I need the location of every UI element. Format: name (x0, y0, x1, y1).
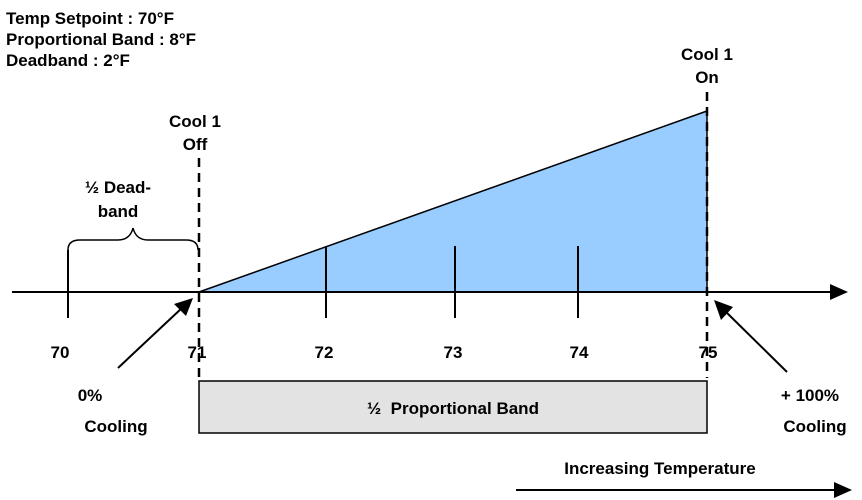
increasing-temperature-arrowhead (834, 482, 852, 498)
full-cooling-label-line1: + 100% (781, 386, 839, 405)
full-cooling-arrow (723, 309, 788, 373)
tick-label-74: 74 (570, 343, 589, 362)
cool-off-label-line1: Cool 1 (169, 112, 221, 131)
cool-on-label-line1: Cool 1 (681, 45, 733, 64)
zero-cooling-label-line1: 0% (78, 386, 103, 405)
tick-label-75: 75 (699, 343, 718, 362)
deadband-label: Deadband : 2°F (6, 51, 130, 70)
proportional-band-label: Proportional Band : 8°F (6, 30, 197, 49)
half-deadband-label-line1: ½ Dead- (85, 178, 151, 197)
cool-off-label-line2: Off (183, 135, 208, 154)
zero-cooling-arrow (117, 306, 184, 369)
temperature-axis-arrowhead (830, 284, 848, 300)
tick-label-73: 73 (444, 343, 463, 362)
tick-label-70: 70 (51, 343, 70, 362)
parameter-list: Temp Setpoint : 70°F Proportional Band :… (6, 8, 196, 71)
half-deadband-label-line2: band (98, 202, 139, 221)
increasing-temperature-label: Increasing Temperature (564, 459, 755, 478)
proportional-band-box (198, 380, 708, 434)
zero-cooling-arrowhead (174, 298, 193, 316)
tick-label-72: 72 (315, 343, 334, 362)
proportional-band-label: ½ Proportional Band (367, 399, 539, 418)
temp-setpoint-label: Temp Setpoint : 70°F (6, 9, 174, 28)
full-cooling-arrowhead (714, 300, 733, 320)
cool-on-label-line2: On (695, 68, 719, 87)
zero-cooling-label-line2: Cooling (84, 417, 147, 436)
deadband-brace (67, 227, 199, 251)
full-cooling-label-line2: Cooling (783, 417, 846, 436)
tick-label-71: 71 (188, 343, 207, 362)
cooling-ramp (198, 109, 708, 293)
